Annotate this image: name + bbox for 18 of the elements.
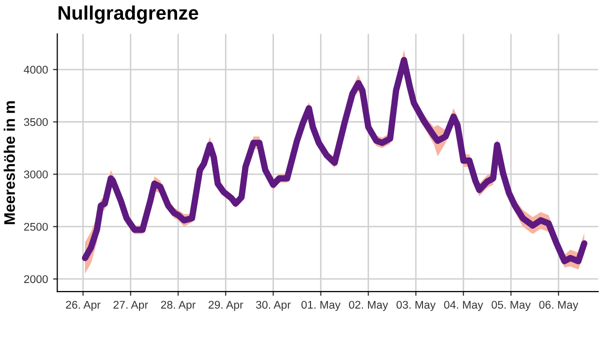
chart-title: Nullgradgrenze (58, 6, 198, 24)
x-tick-label: 29. Apr (208, 300, 244, 311)
y-tick-label: 3000 (24, 170, 48, 178)
y-tick-label: 4000 (24, 66, 48, 74)
x-tick-label: 01. May (301, 300, 341, 311)
x-tick-label: 04. May (444, 300, 484, 311)
y-tick-label: 2000 (24, 275, 48, 284)
x-tick-label: 26. Apr (66, 300, 100, 311)
x-tick-label: 27. Apr (114, 300, 148, 311)
x-tick-label: 30. Apr (256, 300, 291, 311)
x-tick-label: 06. May (539, 300, 578, 311)
y-tick-label: 3500 (24, 118, 48, 126)
x-tick-label: 02. May (349, 300, 388, 311)
x-tick-label: 28. Apr (161, 300, 196, 311)
y-axis-title: Meereshöhe in m (4, 101, 15, 224)
y-tick-label: 2500 (24, 222, 48, 231)
x-tick-label: 05. May (492, 300, 531, 311)
x-tick-label: 03. May (396, 300, 436, 311)
